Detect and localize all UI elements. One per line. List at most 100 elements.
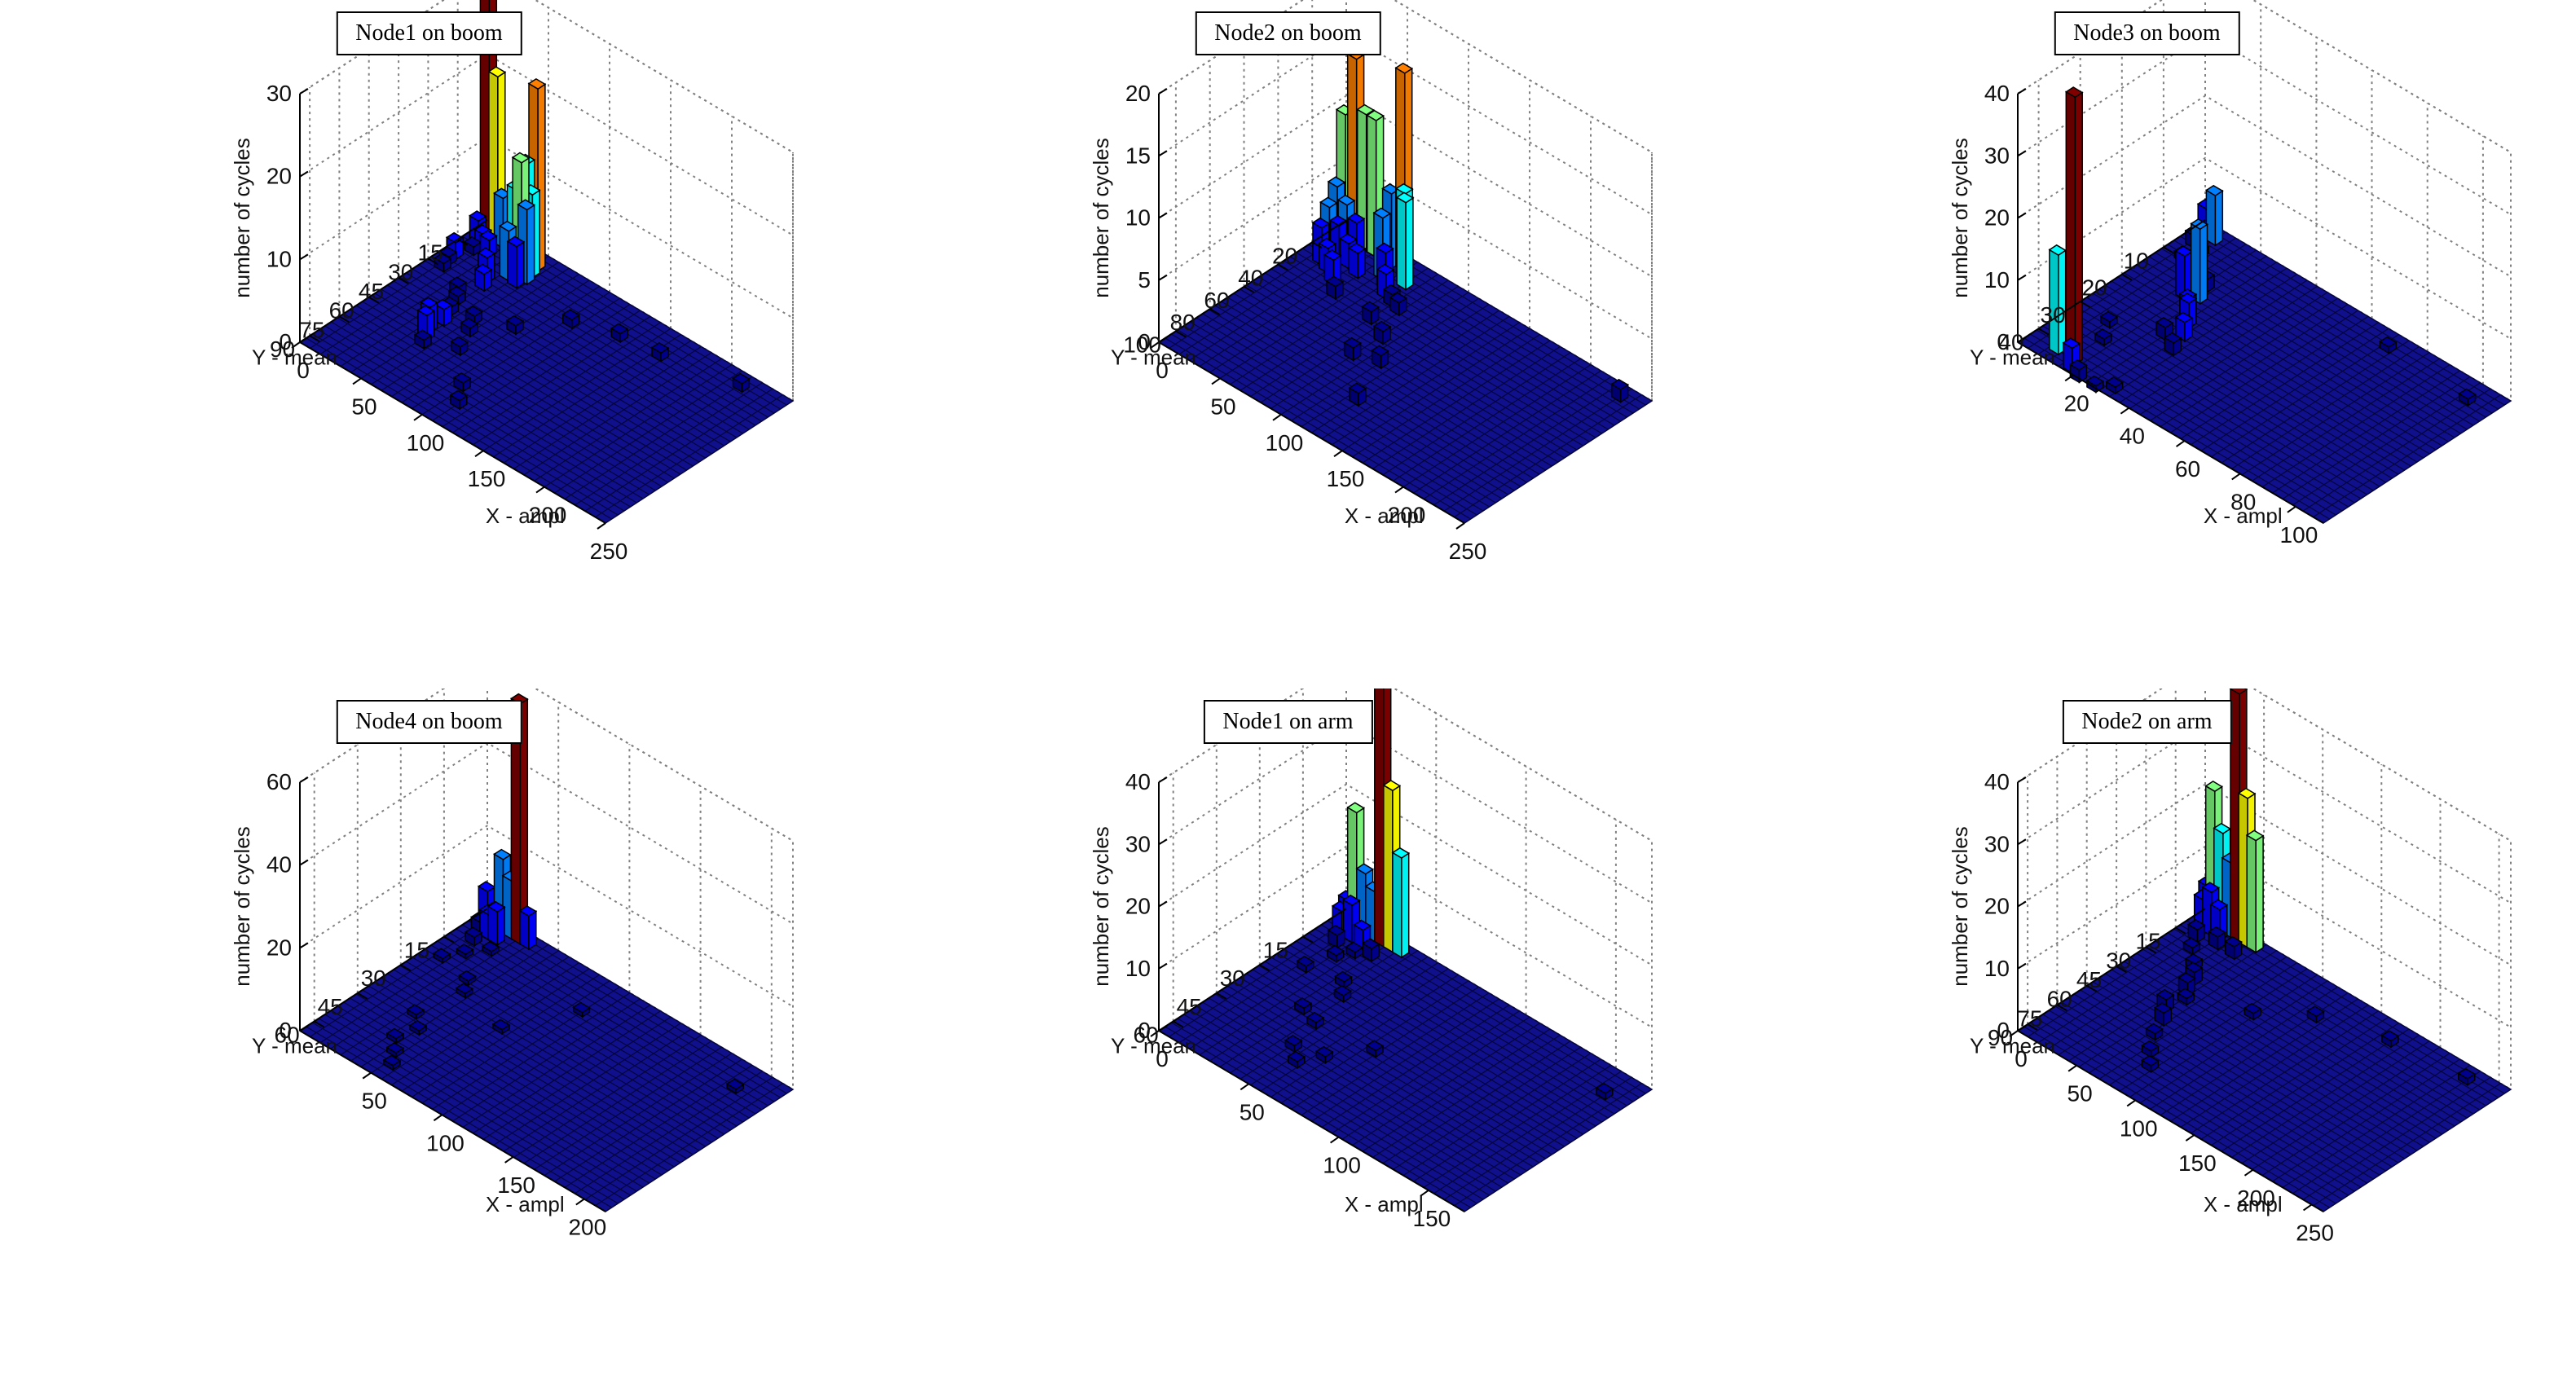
floor-mesh-line xyxy=(564,376,753,499)
bar xyxy=(385,1042,405,1058)
bar xyxy=(650,342,670,363)
x-tick xyxy=(2231,473,2241,481)
bar xyxy=(433,253,452,273)
y-tick-label: 15 xyxy=(404,938,429,963)
bar xyxy=(455,983,474,999)
floor-mesh-line xyxy=(331,321,637,504)
x-tick xyxy=(362,1071,372,1080)
x-tick-label: 40 xyxy=(2120,424,2145,449)
z-tick-label: 40 xyxy=(1125,769,1151,794)
y-tick-label: 10 xyxy=(2124,248,2149,273)
floor-mesh-line xyxy=(575,382,763,506)
y-tick-label: 15 xyxy=(1263,938,1288,963)
z-tick-label: 0 xyxy=(1138,1018,1151,1043)
y-tick xyxy=(338,315,350,323)
x-axis-line xyxy=(2017,1030,2324,1212)
y-tick xyxy=(2056,1004,2067,1012)
z-tick xyxy=(299,253,309,261)
floor-mesh-line xyxy=(584,1076,773,1200)
y-tick xyxy=(368,296,380,304)
z-tick-label: 20 xyxy=(1125,894,1151,919)
z-tick-label: 20 xyxy=(266,935,292,960)
x-axis-line xyxy=(299,341,606,524)
chart-svg: 0 20 40 60 50 100 150 200 15 30 45 60 X - ampl Y - me… xyxy=(230,688,795,1240)
y-axis-label: Y - mean xyxy=(1970,345,2055,370)
x-tick-label: 50 xyxy=(2067,1081,2093,1106)
floor-mesh-line xyxy=(1443,1076,1632,1200)
bar xyxy=(464,926,483,948)
bar xyxy=(732,372,751,394)
chart-panel-6: 0 10 20 30 40 0 50 100 150 200 250 15 30 45 60 75 90 X - … xyxy=(1718,688,2576,1377)
chart-title: Node3 on boom xyxy=(2054,11,2240,55)
y-tick xyxy=(2163,246,2174,254)
floor-mesh-line xyxy=(1177,1018,1484,1200)
bar xyxy=(481,940,500,957)
y-tick xyxy=(1302,935,1314,944)
bar xyxy=(413,329,433,350)
y-tick-label: 30 xyxy=(2041,302,2066,328)
y-tick xyxy=(2080,301,2091,308)
y-tick-label: 60 xyxy=(2047,987,2072,1012)
z-tick xyxy=(1158,88,1168,95)
floor-mesh-line xyxy=(2302,388,2491,512)
bar xyxy=(1595,1082,1614,1101)
bar xyxy=(509,693,529,946)
bar xyxy=(1347,242,1367,279)
bar xyxy=(1293,997,1313,1016)
chart-title: Node2 on boom xyxy=(1195,11,1381,55)
bar xyxy=(2155,317,2174,341)
floor-mesh-line xyxy=(324,325,631,508)
back-wall-x xyxy=(1346,688,1652,1089)
x-axis-line xyxy=(299,1030,606,1212)
floor-mesh-line xyxy=(2292,382,2481,506)
z-axis-label: number of cycles xyxy=(1089,138,1113,298)
x-tick xyxy=(2064,374,2074,382)
bar xyxy=(2306,1005,2325,1024)
floor-mesh-line xyxy=(575,1071,763,1194)
x-axis-label: X - ampl xyxy=(2204,504,2283,528)
y-tick xyxy=(357,992,368,1000)
y-tick xyxy=(2116,966,2127,973)
x-tick-label: 60 xyxy=(2175,456,2200,482)
bar xyxy=(408,1019,428,1036)
z-tick xyxy=(299,859,309,866)
y-tick xyxy=(1244,285,1255,293)
x-tick xyxy=(1420,1190,1429,1197)
floor-mesh-line xyxy=(1183,1014,1490,1196)
y-tick xyxy=(400,964,412,972)
bar xyxy=(2141,1040,2160,1058)
x-tick xyxy=(1211,377,1221,385)
bar xyxy=(1371,345,1389,370)
y-tick xyxy=(2121,273,2133,281)
x-tick-label: 20 xyxy=(2064,390,2089,416)
bar xyxy=(2105,376,2125,395)
y-tick xyxy=(2038,328,2050,336)
floor-mesh-line xyxy=(2313,394,2501,518)
back-wall-y xyxy=(1159,688,1346,1031)
bar xyxy=(382,1054,402,1071)
floor-mesh-line xyxy=(2313,1083,2501,1207)
bar xyxy=(2094,328,2113,347)
z-axis-label: number of cycles xyxy=(1948,138,1972,298)
x-tick-label: 0 xyxy=(2015,1046,2028,1071)
x-tick xyxy=(2175,440,2186,447)
y-tick-label: 45 xyxy=(318,994,343,1019)
bar xyxy=(491,1018,511,1036)
y-tick-label: 60 xyxy=(329,298,354,323)
chart-title: Node4 on boom xyxy=(336,700,522,744)
z-tick xyxy=(2017,212,2027,219)
y-axis-line xyxy=(1158,219,1347,343)
y-tick xyxy=(427,257,438,266)
floor-mesh-line xyxy=(1190,321,1496,504)
y-tick xyxy=(443,935,455,944)
x-tick-label: 150 xyxy=(1413,1206,1451,1231)
floor-mesh-line xyxy=(1443,388,1632,512)
x-axis-line xyxy=(2017,341,2324,524)
z-tick-label: 40 xyxy=(1984,81,2010,106)
z-tick-label: 60 xyxy=(266,769,292,794)
z-tick-label: 15 xyxy=(1125,143,1151,168)
floor-mesh-line xyxy=(1423,376,1612,499)
bar xyxy=(561,309,581,330)
y-tick-label: 100 xyxy=(1123,332,1161,357)
z-tick xyxy=(1158,212,1168,219)
